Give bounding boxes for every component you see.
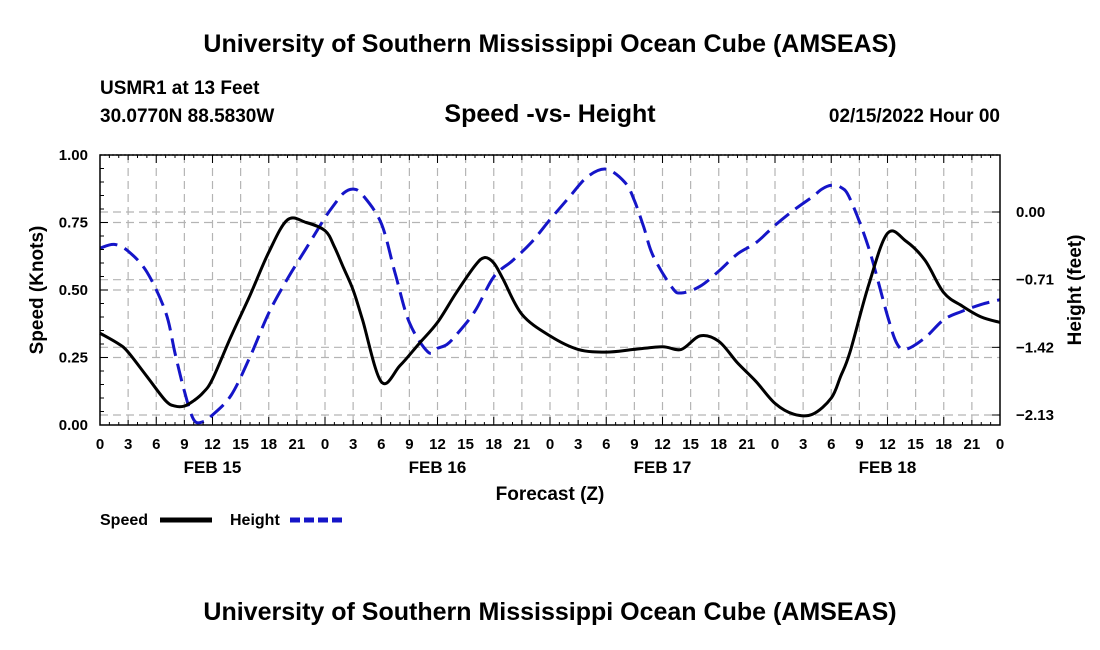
x-tick-label: 12 bbox=[429, 436, 446, 453]
x-tick-label: 3 bbox=[349, 436, 357, 453]
legend-speed-label: Speed bbox=[100, 512, 148, 529]
plot-title: Speed -vs- Height bbox=[444, 100, 656, 128]
forecast-datetime: 02/15/2022 Hour 00 bbox=[828, 106, 1000, 127]
station-coordinates: 30.0770N 88.5830W bbox=[100, 106, 275, 127]
x-tick-label: 21 bbox=[514, 436, 531, 453]
x-day-label: FEB 15 bbox=[184, 458, 242, 477]
x-tick-label: 3 bbox=[124, 436, 132, 453]
page-title: University of Southern Mississippi Ocean… bbox=[203, 30, 897, 58]
x-tick-label: 18 bbox=[260, 436, 277, 453]
x-tick-label: 0 bbox=[321, 436, 329, 453]
y2-tick-label: −1.42 bbox=[1016, 339, 1054, 356]
y2-tick-label: −2.13 bbox=[1016, 407, 1054, 424]
x-tick-label: 9 bbox=[630, 436, 638, 453]
x-axis-label: Forecast (Z) bbox=[496, 484, 605, 505]
y2-axis-label: Height (feet) bbox=[1065, 235, 1086, 346]
y-tick-label: 0.25 bbox=[59, 350, 88, 367]
y-tick-label: 1.00 bbox=[59, 147, 88, 164]
y2-tick-label: −0.71 bbox=[1016, 272, 1054, 289]
x-day-label: FEB 17 bbox=[634, 458, 692, 477]
x-tick-label: 21 bbox=[739, 436, 756, 453]
y-tick-label: 0.00 bbox=[59, 417, 88, 434]
legend-height-label: Height bbox=[230, 512, 280, 529]
x-tick-label: 15 bbox=[682, 436, 699, 453]
x-day-label: FEB 16 bbox=[409, 458, 467, 477]
footer-title: University of Southern Mississippi Ocean… bbox=[203, 598, 897, 626]
x-tick-label: 21 bbox=[289, 436, 306, 453]
x-tick-label: 0 bbox=[996, 436, 1004, 453]
legend: Speed Height bbox=[100, 512, 342, 529]
x-tick-label: 12 bbox=[204, 436, 221, 453]
x-tick-label: 6 bbox=[602, 436, 610, 453]
x-tick-label: 0 bbox=[96, 436, 104, 453]
y-axis-label: Speed (Knots) bbox=[27, 226, 48, 355]
x-tick-label: 15 bbox=[232, 436, 249, 453]
x-tick-label: 18 bbox=[710, 436, 727, 453]
x-tick-label: 9 bbox=[405, 436, 413, 453]
height-series-line bbox=[99, 167, 1001, 425]
x-tick-label: 15 bbox=[907, 436, 924, 453]
x-tick-label: 0 bbox=[546, 436, 554, 453]
x-tick-label: 6 bbox=[827, 436, 835, 453]
speed-series-line bbox=[99, 216, 1001, 418]
x-tick-label: 0 bbox=[771, 436, 779, 453]
x-day-label: FEB 18 bbox=[859, 458, 917, 477]
y-tick-label: 0.50 bbox=[59, 282, 88, 299]
x-tick-label: 6 bbox=[152, 436, 160, 453]
x-tick-label: 9 bbox=[180, 436, 188, 453]
x-tick-label: 6 bbox=[377, 436, 385, 453]
x-tick-label: 12 bbox=[654, 436, 671, 453]
x-tick-label: 9 bbox=[855, 436, 863, 453]
y2-tick-label: 0.00 bbox=[1016, 204, 1045, 221]
x-tick-label: 21 bbox=[964, 436, 981, 453]
station-label: USMR1 at 13 Feet bbox=[100, 78, 260, 99]
x-tick-label: 18 bbox=[485, 436, 502, 453]
x-tick-label: 15 bbox=[457, 436, 474, 453]
y-tick-label: 0.75 bbox=[59, 215, 88, 232]
x-tick-label: 18 bbox=[935, 436, 952, 453]
x-tick-label: 12 bbox=[879, 436, 896, 453]
x-tick-label: 3 bbox=[574, 436, 582, 453]
x-tick-label: 3 bbox=[799, 436, 807, 453]
